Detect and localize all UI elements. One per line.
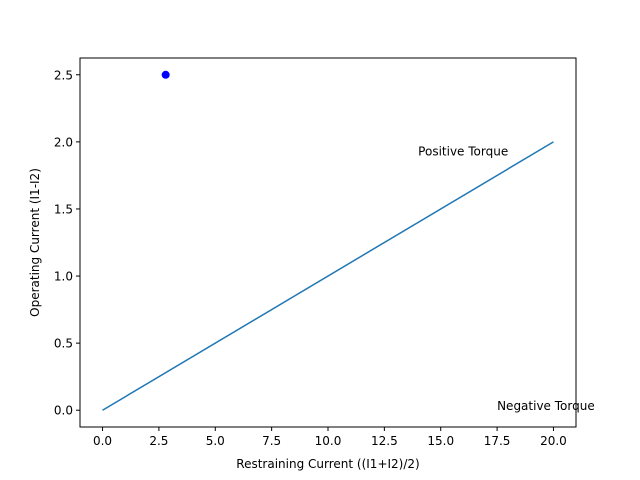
x-tick-label: 20.0: [540, 434, 567, 448]
x-tick-label: 10.0: [315, 434, 342, 448]
y-axis-ticks: 0.0 0.5 1.0 1.5 2.0 2.5: [54, 68, 80, 418]
y-tick-label: 0.5: [54, 337, 73, 351]
annotation-label: Negative Torque: [497, 399, 595, 413]
x-tick-label: 0.0: [93, 434, 112, 448]
y-tick-label: 2.5: [54, 68, 73, 82]
axes-frame: [79, 57, 577, 428]
operating-point: [161, 70, 170, 79]
x-tick-label: 5.0: [206, 434, 225, 448]
x-axis-label: Restraining Current ((I1+I2)/2): [236, 457, 419, 471]
annotation-label: Positive Torque: [418, 144, 508, 158]
x-axis-ticks: 0.0 2.5 5.0 7.5 10.0 12.5 15.0 17.5 20.0: [93, 427, 567, 448]
y-tick-label: 1.5: [54, 202, 73, 216]
y-tick-label: 2.0: [54, 135, 73, 149]
chart-annotations: Positive Torque Negative Torque: [418, 144, 595, 413]
x-tick-label: 17.5: [484, 434, 511, 448]
y-tick-label: 0.0: [54, 404, 73, 418]
x-tick-label: 12.5: [371, 434, 398, 448]
x-tick-label: 7.5: [262, 434, 281, 448]
y-tick-label: 1.0: [54, 270, 73, 284]
chart-marks: [102, 70, 554, 411]
y-axis-label: Operating Current (I1-I2): [28, 168, 42, 317]
x-tick-label: 15.0: [427, 434, 454, 448]
characteristic-line: [102, 141, 554, 411]
x-tick-label: 2.5: [149, 434, 168, 448]
